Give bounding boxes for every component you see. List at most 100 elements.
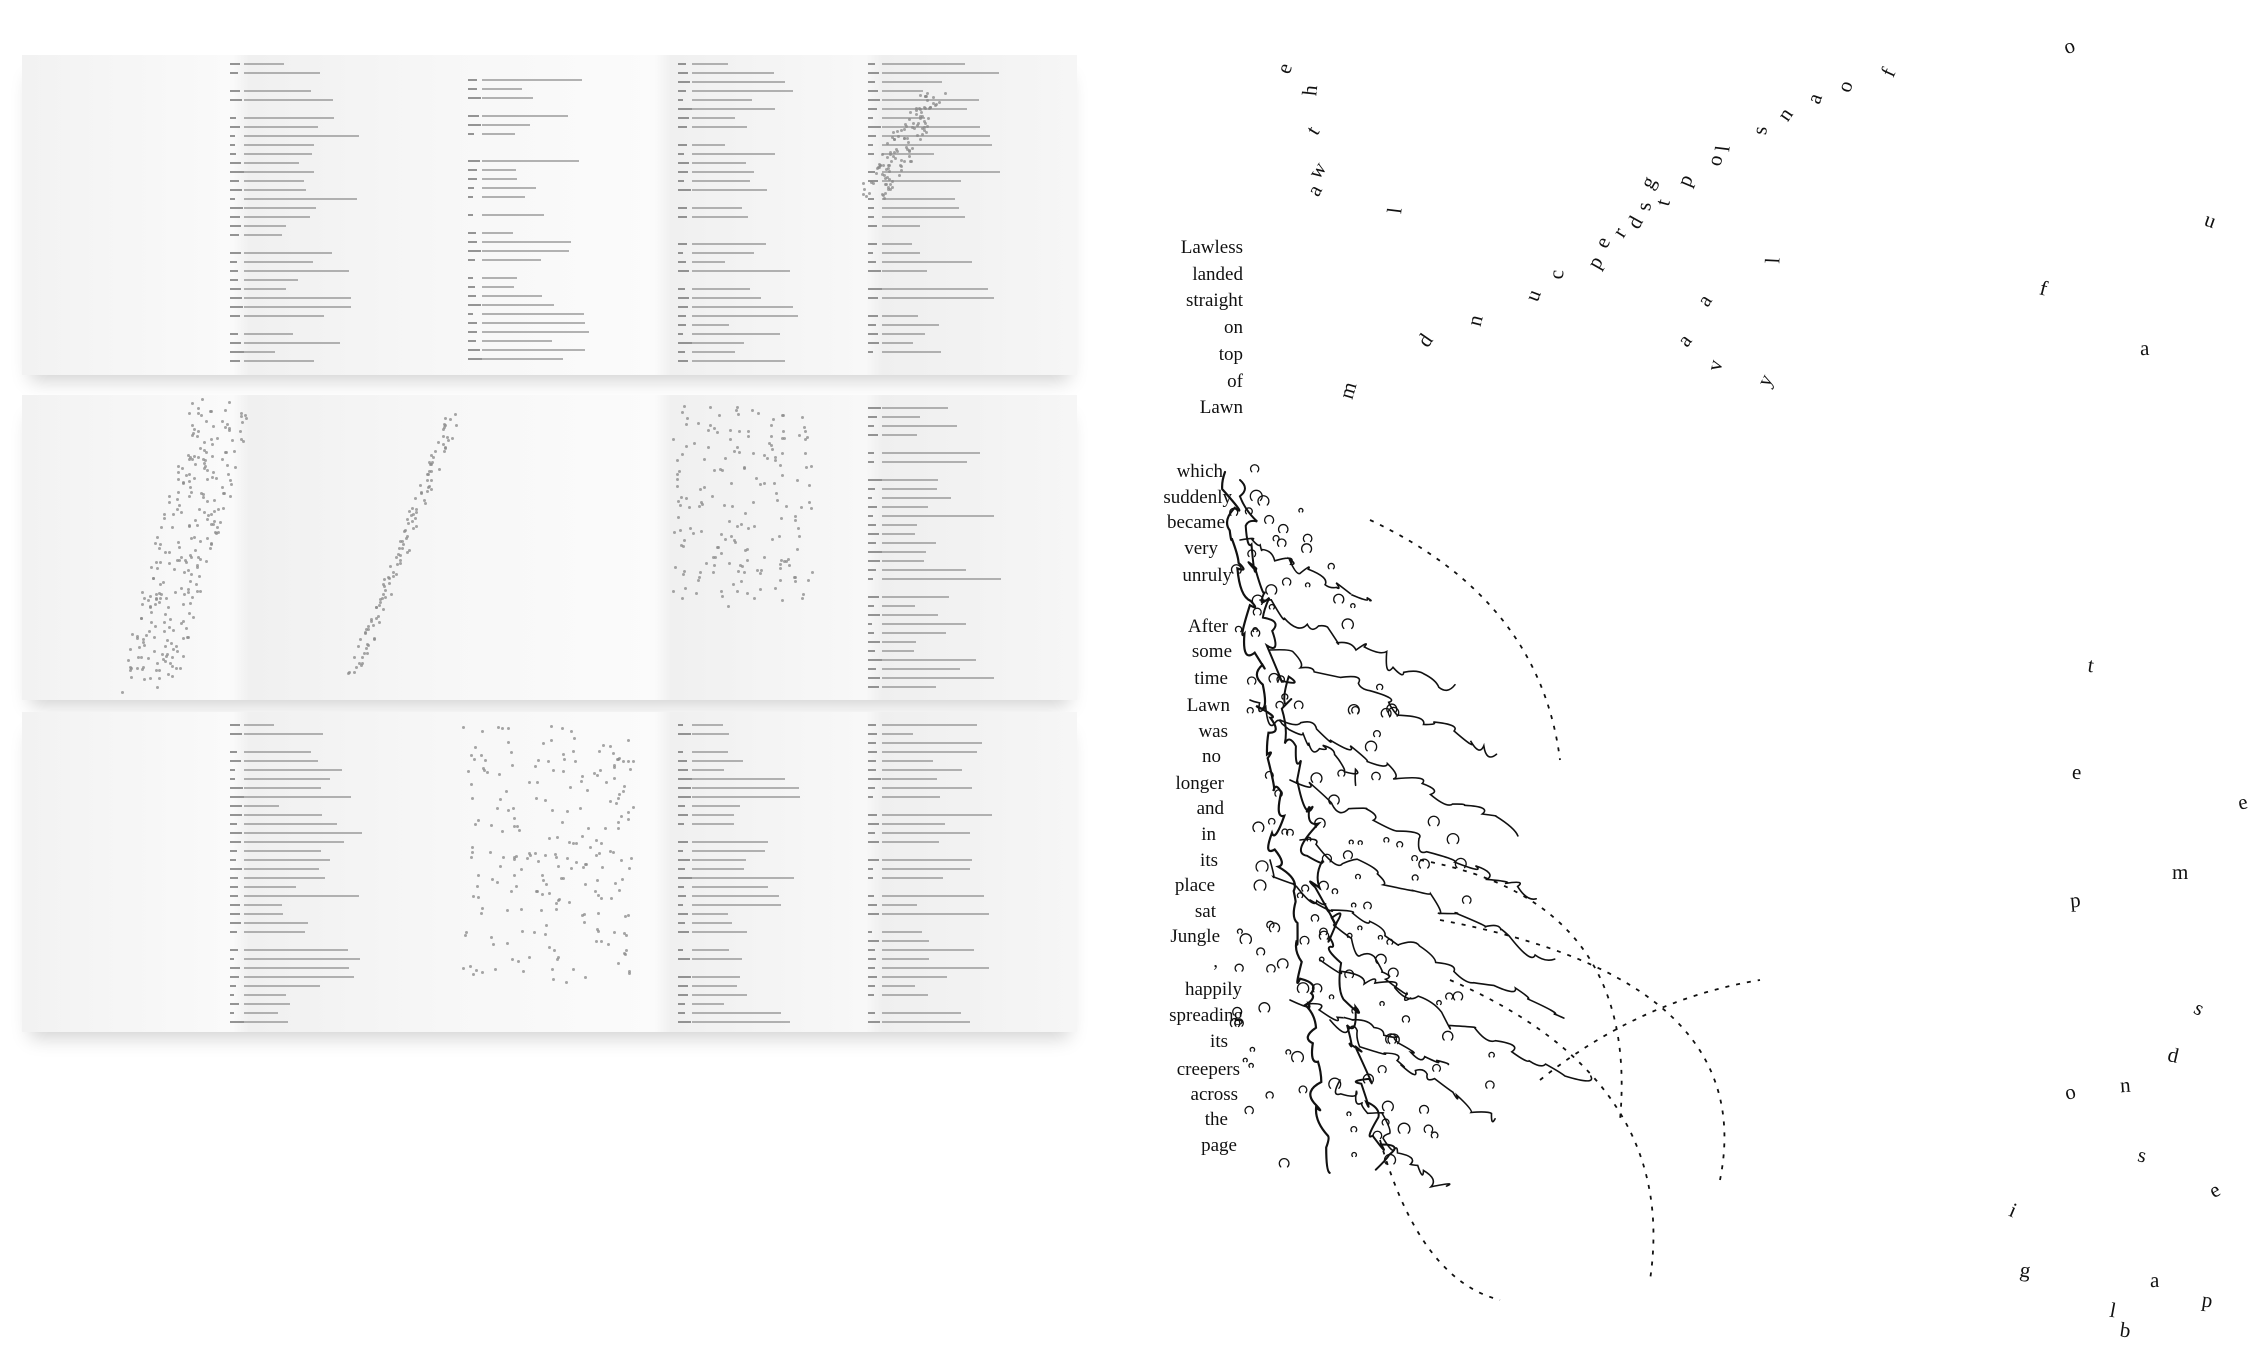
micro-letter-dot <box>572 749 576 753</box>
micro-text-marker <box>868 814 878 816</box>
micro-letter-dot <box>870 180 874 184</box>
micro-text-line <box>882 733 913 735</box>
micro-letter-dot <box>739 563 743 567</box>
micro-text-marker <box>678 126 688 128</box>
micro-text-marker <box>868 542 876 544</box>
micro-letter-dot <box>496 725 500 729</box>
micro-letter-dot <box>631 760 635 764</box>
micro-text-marker <box>678 994 688 996</box>
micro-text-line <box>692 360 786 362</box>
micro-letter-dot <box>205 450 209 454</box>
micro-letter-dot <box>187 636 191 640</box>
micro-letter-dot <box>159 592 163 596</box>
micro-letter-dot <box>797 526 801 530</box>
micro-letter-dot <box>914 109 918 113</box>
micro-letter-dot <box>893 137 897 141</box>
micro-text-line <box>882 270 928 272</box>
micro-letter-dot <box>130 675 134 679</box>
micro-letter-dot <box>426 485 430 489</box>
micro-letter-dot <box>544 799 548 803</box>
micro-letter-dot <box>162 581 166 585</box>
micro-letter-dot <box>473 823 477 827</box>
micro-text-line <box>692 162 747 164</box>
micro-text-marker <box>230 279 239 281</box>
micro-text-marker <box>868 270 881 272</box>
micro-letter-dot <box>190 458 194 462</box>
vine-curl <box>1268 922 1281 933</box>
vine-curl <box>1427 815 1440 827</box>
micro-text-line <box>482 214 545 216</box>
micro-letter-dot <box>154 561 158 565</box>
micro-text-line <box>692 814 734 816</box>
micro-text-line <box>692 868 745 870</box>
micro-text-line <box>692 270 791 272</box>
vine-curl <box>1442 1030 1454 1041</box>
micro-text-line <box>244 985 320 987</box>
micro-letter-dot <box>154 542 157 546</box>
micro-text-marker <box>468 277 473 279</box>
vine-curl <box>1229 1017 1241 1028</box>
micro-letter-dot <box>495 881 499 885</box>
micro-letter-dot <box>729 482 733 486</box>
vine-curl <box>1229 507 1239 516</box>
micro-letter-dot <box>862 187 866 191</box>
poem-word: very <box>1184 538 1218 559</box>
micro-letter-dot <box>483 769 487 773</box>
micro-text-marker <box>230 958 235 960</box>
micro-letter-dot <box>547 760 551 764</box>
micro-letter-dot <box>542 742 546 746</box>
micro-text-line <box>692 841 769 843</box>
micro-letter-dot <box>239 429 243 433</box>
micro-letter-dot <box>704 562 708 566</box>
micro-letter-dot <box>868 191 872 195</box>
vine-curl <box>1250 628 1261 637</box>
micro-letter-dot <box>176 508 180 512</box>
micro-letter-dot <box>369 617 373 621</box>
micro-letter-dot <box>736 590 740 594</box>
micro-letter-dot <box>196 523 200 527</box>
micro-letter-dot <box>737 412 741 416</box>
micro-letter-dot <box>181 654 185 658</box>
micro-letter-dot <box>608 849 612 853</box>
micro-letter-dot <box>567 901 571 905</box>
micro-letter-dot <box>630 856 634 860</box>
micro-letter-dot <box>735 445 739 449</box>
micro-text-line <box>882 216 965 218</box>
poem-word: time <box>1194 668 1228 689</box>
micro-letter-dot <box>167 494 171 498</box>
micro-text-line <box>692 994 748 996</box>
micro-text-marker <box>868 479 882 481</box>
vine-curl <box>1265 1091 1274 1099</box>
micro-text-line <box>244 841 344 843</box>
micro-text-marker <box>868 434 879 436</box>
micro-letter-dot <box>210 409 214 413</box>
micro-text-line <box>882 243 913 245</box>
micro-text-marker <box>468 313 474 315</box>
micro-letter-dot <box>198 557 202 561</box>
micro-letter-dot <box>673 531 676 535</box>
micro-letter-dot <box>395 562 399 566</box>
micro-text-marker <box>868 778 881 780</box>
vine-curl <box>1246 676 1257 685</box>
micro-letter-dot <box>680 543 684 547</box>
micro-letter-dot <box>575 861 579 865</box>
micro-text-marker <box>230 216 241 218</box>
micro-text-line <box>692 1003 725 1005</box>
micro-text-line <box>692 342 745 344</box>
micro-text-line <box>482 124 531 126</box>
micro-letter-dot <box>179 587 183 591</box>
micro-text-line <box>882 542 936 544</box>
micro-text-line <box>244 805 280 807</box>
micro-letter-dot <box>719 468 723 471</box>
vine-curl <box>1234 1018 1244 1027</box>
micro-text-line <box>244 787 321 789</box>
micro-text-marker <box>678 751 684 753</box>
micro-letter-dot <box>489 936 493 940</box>
vine-curl <box>1350 1126 1358 1133</box>
micro-letter-dot <box>613 777 617 781</box>
micro-letter-dot <box>810 465 814 469</box>
micro-letter-dot <box>782 560 786 564</box>
micro-letter-dot <box>363 651 366 655</box>
micro-letter-dot <box>747 434 751 438</box>
micro-letter-dot <box>920 114 924 118</box>
